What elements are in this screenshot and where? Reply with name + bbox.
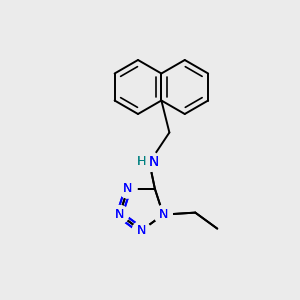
- Circle shape: [154, 206, 172, 224]
- Circle shape: [140, 152, 159, 172]
- Text: N: N: [137, 224, 146, 237]
- Text: N: N: [115, 208, 124, 221]
- Circle shape: [110, 206, 128, 224]
- Circle shape: [119, 180, 137, 198]
- Circle shape: [154, 206, 172, 224]
- Text: H: H: [137, 155, 146, 168]
- Circle shape: [119, 180, 137, 198]
- Circle shape: [132, 221, 150, 239]
- Circle shape: [132, 221, 150, 239]
- Text: N: N: [148, 154, 159, 169]
- Text: N: N: [123, 182, 133, 195]
- Text: N: N: [115, 208, 124, 221]
- Text: N: N: [159, 208, 168, 221]
- Text: H: H: [137, 155, 146, 168]
- Text: N: N: [137, 224, 146, 237]
- Circle shape: [110, 206, 128, 224]
- Text: N: N: [159, 208, 168, 221]
- Text: N: N: [148, 154, 159, 169]
- Text: N: N: [123, 182, 133, 195]
- Circle shape: [140, 152, 159, 172]
